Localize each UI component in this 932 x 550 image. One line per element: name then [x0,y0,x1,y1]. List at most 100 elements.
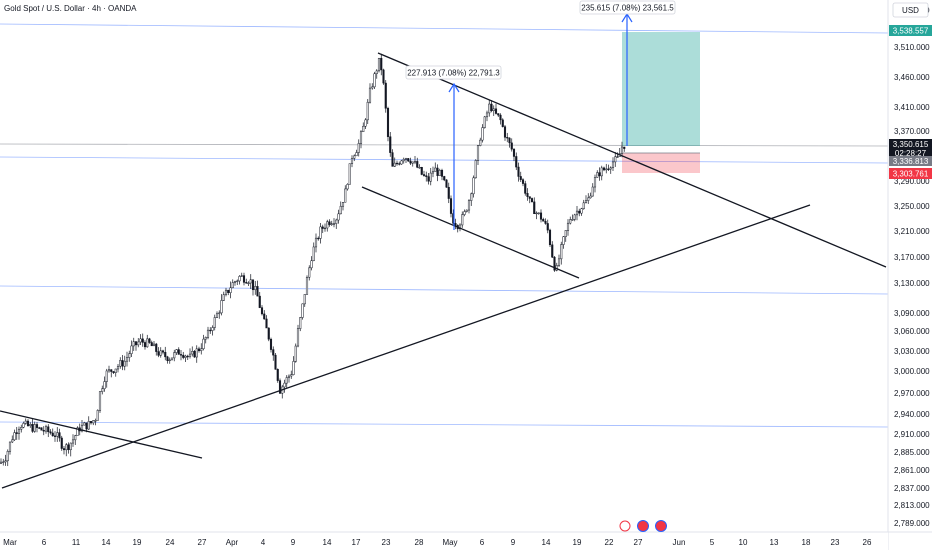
candle [143,340,147,350]
candle [110,369,113,378]
candle [546,219,549,234]
candle [11,435,14,444]
candle [276,368,279,383]
candle [22,421,25,429]
candle [326,219,329,232]
event-icons[interactable] [619,520,667,532]
x-tick-label: May [442,538,457,547]
candle [485,110,489,122]
candle [69,442,72,457]
candle [528,196,531,204]
x-tick-label: 14 [102,538,111,547]
candle [134,341,138,351]
candle [569,216,572,225]
dividend-event-icon [619,520,631,532]
candle [596,170,599,178]
candle [150,340,153,347]
candle [175,348,178,356]
stop-zone[interactable] [622,153,700,173]
x-tick-label: 11 [72,538,81,547]
candle [206,326,210,340]
candle [249,274,252,289]
y-tick-label: 3,460.000 [894,73,930,82]
candle [600,165,603,181]
candle [521,178,525,187]
candle [301,303,304,320]
trendline-upper-falling[interactable] [377,52,887,268]
y-tick-label: 2,813.000 [894,501,930,510]
candle [449,195,453,218]
candle [94,418,97,426]
candle [483,115,486,129]
candle [67,442,70,454]
candle [218,310,221,319]
candle [341,202,345,211]
candle [112,371,115,374]
candle [461,211,464,228]
candle [438,168,441,177]
y-tick-label: 3,210.000 [894,227,930,236]
candle [247,281,250,286]
y-tick-label: 2,861.000 [894,466,930,475]
y-tick-label: 3,090.000 [894,309,930,318]
candle [328,219,331,227]
candlestick-series [0,53,626,467]
candle [562,236,565,249]
candle [60,435,63,451]
trendline-lower-rising[interactable] [1,204,811,489]
candle [593,174,597,193]
y-tick-label: 2,885.000 [894,448,930,457]
price-tag-entry: 3,336.813 [889,156,932,166]
candle [31,418,34,433]
candle [71,434,75,447]
currency-button[interactable]: USD [892,2,929,18]
candle [357,139,360,157]
x-tick-label: 27 [198,538,207,547]
candle [312,242,315,262]
candle [260,305,264,316]
candle [474,159,477,179]
candle [233,280,237,286]
candle [425,171,428,182]
price-axis[interactable] [888,0,932,532]
candle [4,454,7,466]
candle [463,209,466,217]
candle [186,354,189,361]
candle [305,275,309,295]
trendline-channel-lower[interactable] [361,186,580,279]
x-tick-label: 23 [831,538,840,547]
candle [535,211,538,220]
candle [314,233,318,253]
candle [274,353,277,370]
candle [227,289,230,296]
horizontal-line-mid [0,156,889,164]
measure-label-2-text: 235.615 (7.08%) 23,561.5 [581,4,674,13]
trendline-left-falling[interactable] [0,410,203,459]
candle [105,368,108,388]
candle [96,409,99,421]
candle [211,325,214,336]
candle [467,199,471,214]
measure-arrow-1[interactable] [448,82,460,230]
candle [515,152,518,171]
candle [566,219,570,236]
candle [411,161,414,167]
candle [272,346,275,361]
candle [290,370,293,379]
candle [76,426,79,436]
candle [47,424,50,438]
candle [571,214,574,221]
candle [51,428,54,437]
x-tick-label: 13 [770,538,779,547]
candle [256,280,259,297]
candle [564,230,567,242]
candle [366,99,369,125]
time-axis[interactable] [0,532,888,550]
candle [294,343,297,363]
candle [544,218,547,225]
target-zone[interactable] [622,32,700,146]
candle [422,170,426,177]
candle [362,122,365,133]
candle [191,346,194,357]
